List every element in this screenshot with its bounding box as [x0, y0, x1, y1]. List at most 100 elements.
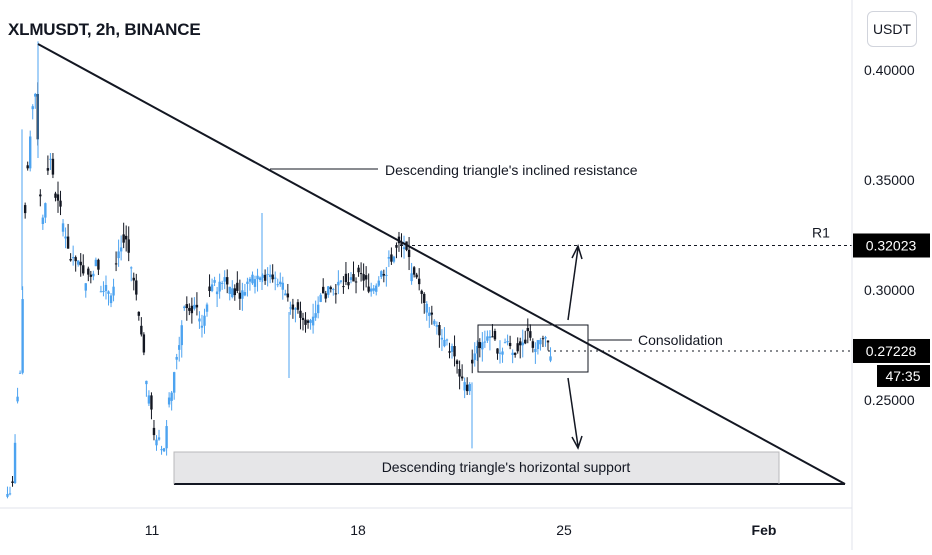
candle-body — [82, 265, 85, 274]
candle — [193, 297, 196, 311]
candle — [291, 298, 295, 319]
candle-body — [534, 349, 537, 352]
candle-body — [256, 275, 259, 280]
candle-body — [498, 352, 502, 354]
candle — [268, 264, 272, 284]
last-price-label-box — [853, 338, 930, 363]
candle — [327, 285, 330, 298]
candle-body — [311, 316, 315, 326]
candle — [54, 191, 57, 202]
candle-body — [268, 274, 272, 278]
candle — [233, 284, 236, 301]
x-tick-label: 18 — [350, 522, 366, 538]
candle-body — [387, 256, 391, 259]
candle — [423, 292, 426, 314]
candle-body — [97, 259, 100, 270]
candle — [465, 377, 469, 395]
candle-body — [428, 312, 431, 316]
candle-body — [112, 286, 115, 296]
candle — [8, 486, 12, 496]
candle-body — [362, 274, 365, 281]
candle — [130, 266, 133, 282]
candle-body — [423, 293, 426, 303]
candle-body — [109, 295, 113, 304]
candle — [369, 282, 373, 297]
candle-body — [367, 286, 370, 292]
candle — [190, 297, 194, 324]
candle-body — [54, 193, 57, 198]
candle — [203, 308, 206, 334]
candle-body — [117, 251, 120, 259]
candle-body — [380, 271, 383, 277]
candle — [215, 286, 219, 308]
candle — [390, 247, 393, 265]
candle — [39, 189, 42, 207]
candle — [152, 419, 156, 441]
currency-button[interactable]: USDT — [867, 11, 917, 47]
candle-body — [407, 249, 411, 258]
candle — [506, 334, 509, 346]
candle-body — [314, 313, 317, 318]
candle — [243, 283, 247, 297]
candle — [114, 251, 118, 272]
candle-body — [251, 274, 254, 284]
candle — [228, 286, 231, 301]
candle — [453, 335, 456, 367]
candle-body — [203, 315, 206, 326]
candle — [362, 263, 365, 291]
candle — [294, 307, 297, 323]
candle — [471, 349, 474, 374]
candle-body — [71, 257, 75, 259]
candles-group — [6, 41, 552, 499]
x-tick-label: 11 — [145, 522, 160, 538]
candle — [178, 336, 181, 362]
candle-body — [521, 342, 524, 346]
breakout-arrowhead-up — [571, 243, 583, 260]
candle — [372, 284, 375, 294]
candle — [314, 300, 317, 321]
candle — [375, 283, 378, 296]
candle-body — [226, 277, 229, 285]
candle-body — [352, 274, 355, 282]
candle — [256, 268, 259, 292]
candle — [127, 226, 130, 262]
r1-label: R1 — [812, 224, 830, 240]
candle-body — [334, 293, 338, 295]
candle-body — [344, 273, 348, 283]
candle-body — [198, 318, 201, 322]
candle — [342, 276, 345, 294]
candle — [417, 268, 421, 291]
candle-body — [448, 351, 451, 353]
candle — [23, 202, 27, 219]
candle-body — [503, 342, 507, 344]
candle — [286, 283, 290, 302]
candle — [241, 282, 244, 311]
candle-body — [160, 449, 163, 451]
overlays-group: Descending triangle's horizontal support… — [37, 43, 852, 485]
candle-body — [364, 275, 368, 280]
last-price-label: 0.27228 — [866, 343, 917, 359]
candle-body — [481, 342, 484, 350]
candle-body — [458, 368, 461, 377]
candle-body — [294, 308, 297, 310]
candle — [483, 330, 487, 348]
candle — [289, 301, 292, 315]
candle — [18, 370, 22, 374]
candle-body — [347, 282, 350, 286]
candle — [516, 337, 519, 354]
candle — [455, 359, 459, 374]
candle-body — [76, 260, 80, 265]
candle-body — [309, 320, 312, 323]
candle — [529, 324, 532, 341]
candle-body — [541, 338, 545, 340]
candle — [248, 276, 252, 291]
candle-body — [385, 274, 388, 276]
candle-body — [130, 267, 133, 269]
candle — [71, 245, 75, 266]
candle — [352, 261, 355, 282]
y-tick-label: 0.30000 — [864, 282, 915, 298]
candle-body — [172, 372, 176, 393]
candle-body — [339, 280, 343, 282]
